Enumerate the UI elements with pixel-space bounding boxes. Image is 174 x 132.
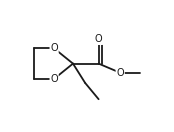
Text: O: O [50,74,58,84]
Text: O: O [95,34,102,44]
Text: O: O [50,43,58,53]
Text: O: O [116,68,124,78]
